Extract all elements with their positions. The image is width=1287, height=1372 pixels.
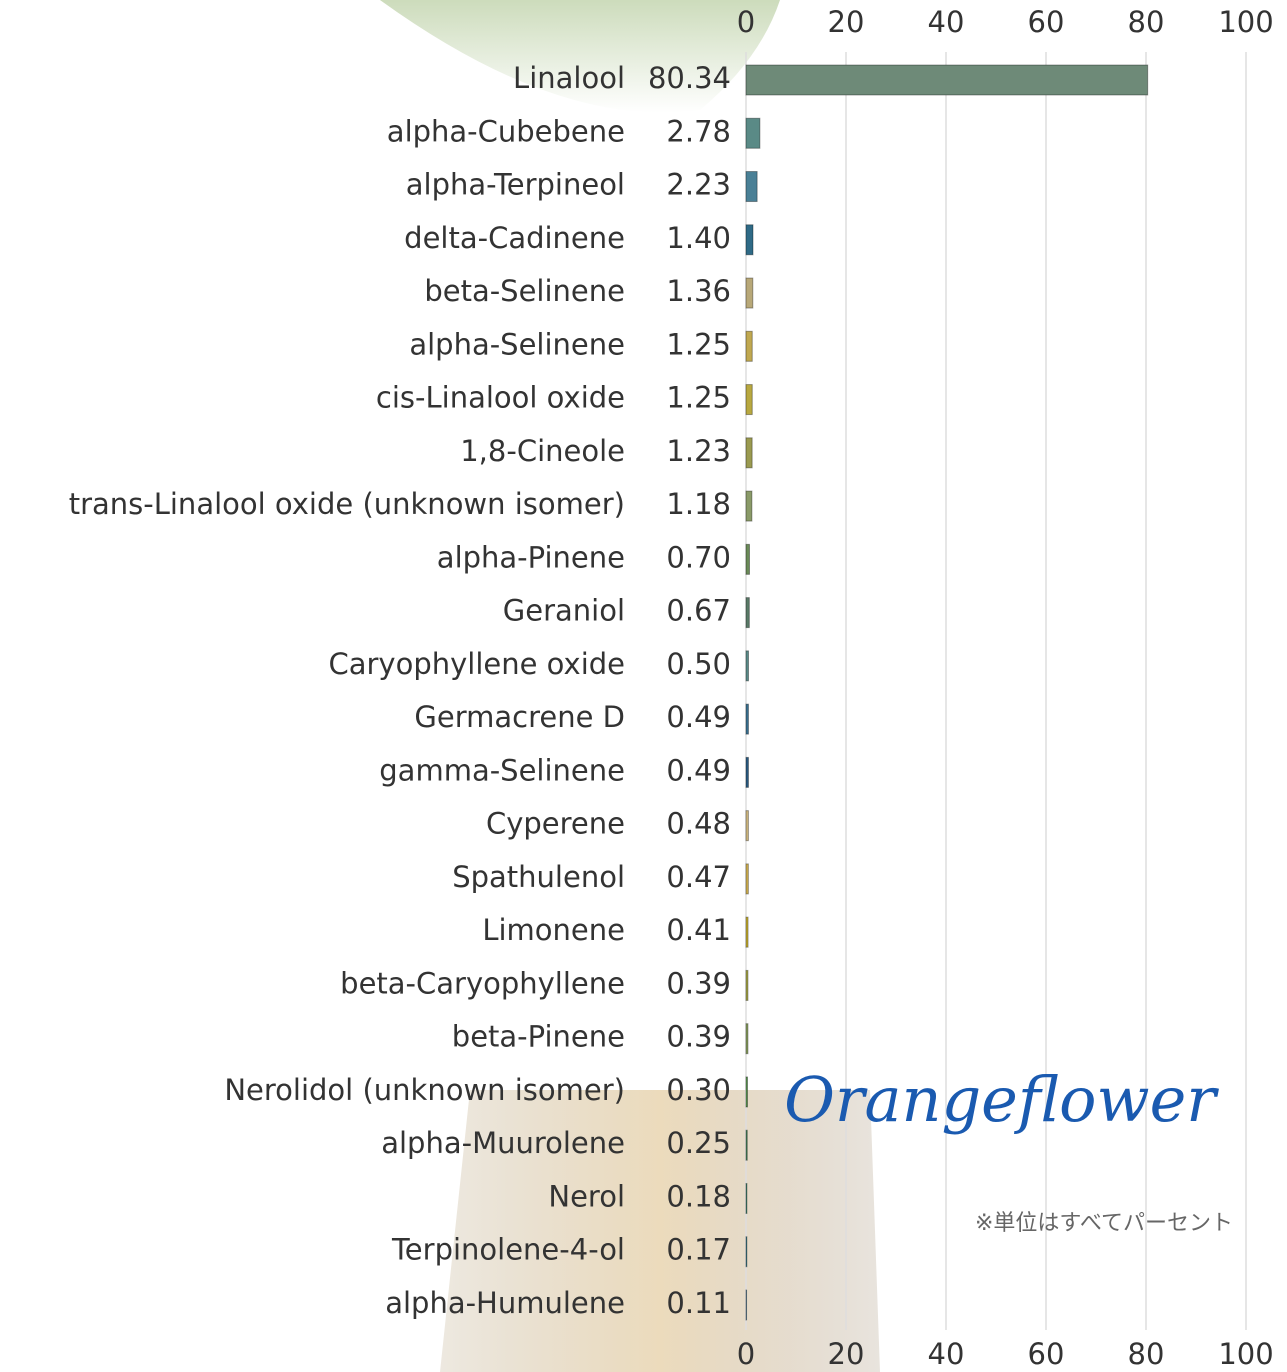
category-label: beta-Pinene — [452, 1020, 625, 1054]
x-tick-label-bottom: 100 — [1218, 1337, 1273, 1371]
bar — [746, 1183, 747, 1213]
value-label: 0.18 — [666, 1179, 731, 1213]
category-label: Linalool — [513, 61, 625, 95]
x-tick-label-top: 80 — [1128, 5, 1165, 39]
value-label: 0.49 — [666, 753, 731, 787]
x-tick-label-top: 0 — [737, 5, 755, 39]
page: 0 0 20 20 40 40 60 60 80 80 100 100 Linalool 80.34 alp… — [0, 0, 1287, 1372]
note: ※単位はすべてパーセント — [975, 1211, 1233, 1236]
x-tick-label-top: 20 — [828, 5, 865, 39]
bar — [746, 1077, 748, 1107]
bar — [746, 1290, 747, 1320]
bar — [746, 864, 748, 894]
category-label: beta-Selinene — [424, 274, 625, 308]
category-label: alpha-Selinene — [409, 327, 625, 361]
value-label: 0.39 — [666, 966, 731, 1000]
category-label: alpha-Pinene — [437, 540, 625, 574]
category-label: beta-Caryophyllene — [340, 966, 625, 1000]
category-label: Limonene — [482, 913, 625, 947]
x-tick-label-top: 100 — [1218, 5, 1273, 39]
bar — [746, 118, 760, 148]
category-label: alpha-Terpineol — [406, 168, 625, 202]
value-label: 1.25 — [666, 327, 731, 361]
x-tick-label-bottom: 0 — [737, 1337, 755, 1371]
value-label: 0.49 — [666, 700, 731, 734]
bar — [746, 1024, 748, 1054]
chart: 0 0 20 20 40 40 60 60 80 80 100 100 Linalool 80.34 alp… — [0, 0, 1287, 1372]
x-tick-label-top: 60 — [1028, 5, 1065, 39]
background-leaf — [380, 0, 780, 113]
bar — [746, 811, 748, 841]
category-label: Nerol — [548, 1179, 625, 1213]
x-tick-label-bottom: 60 — [1028, 1337, 1065, 1371]
value-label: 80.34 — [648, 61, 731, 95]
bar — [746, 757, 748, 787]
x-tick-label-bottom: 80 — [1128, 1337, 1165, 1371]
category-label: Caryophyllene oxide — [328, 647, 625, 681]
category-label: Germacrene D — [414, 700, 625, 734]
x-tick-label-top: 40 — [928, 5, 965, 39]
bar — [746, 438, 752, 468]
value-label: 2.78 — [666, 114, 731, 148]
bar — [746, 970, 748, 1000]
category-label: gamma-Selinene — [379, 753, 625, 787]
category-label: 1,8-Cineole — [460, 434, 625, 468]
value-label: 1.18 — [666, 487, 731, 521]
category-label: delta-Cadinene — [404, 221, 625, 255]
bar — [746, 331, 752, 361]
value-label: 0.30 — [666, 1073, 731, 1107]
bar — [746, 385, 752, 415]
bar — [746, 598, 749, 628]
category-label: Geraniol — [503, 594, 625, 628]
value-label: 0.67 — [666, 594, 731, 628]
bar — [746, 1237, 747, 1267]
value-label: 1.40 — [666, 221, 731, 255]
value-label: 0.11 — [666, 1286, 731, 1320]
category-label: trans-Linalool oxide (unknown isomer) — [69, 487, 625, 521]
category-label: Spathulenol — [452, 860, 625, 894]
value-label: 0.17 — [666, 1233, 731, 1267]
category-label: alpha-Cubebene — [387, 114, 625, 148]
value-label: 0.50 — [666, 647, 731, 681]
value-label: 1.36 — [666, 274, 731, 308]
value-label: 1.25 — [666, 381, 731, 415]
value-label: 0.48 — [666, 807, 731, 841]
bar — [746, 172, 757, 202]
category-label: alpha-Muurolene — [381, 1126, 625, 1160]
category-label: Cyperene — [486, 807, 625, 841]
value-label: 2.23 — [666, 168, 731, 202]
bar — [746, 544, 750, 574]
bar — [746, 65, 1148, 95]
bar — [746, 225, 753, 255]
bar — [746, 278, 753, 308]
bar — [746, 491, 752, 521]
category-label: Terpinolene-4-ol — [391, 1233, 625, 1267]
bar — [746, 704, 748, 734]
category-label: Nerolidol (unknown isomer) — [224, 1073, 625, 1107]
value-label: 0.41 — [666, 913, 731, 947]
bar — [746, 917, 748, 947]
category-label: cis-Linalool oxide — [376, 381, 625, 415]
value-label: 0.70 — [666, 540, 731, 574]
value-label: 1.23 — [666, 434, 731, 468]
logo: Orangeflower — [784, 1063, 1219, 1136]
x-tick-label-bottom: 20 — [828, 1337, 865, 1371]
category-label: alpha-Humulene — [385, 1286, 625, 1320]
bar — [746, 651, 749, 681]
value-label: 0.25 — [666, 1126, 731, 1160]
value-label: 0.47 — [666, 860, 731, 894]
x-tick-label-bottom: 40 — [928, 1337, 965, 1371]
bar — [746, 1130, 747, 1160]
value-label: 0.39 — [666, 1020, 731, 1054]
